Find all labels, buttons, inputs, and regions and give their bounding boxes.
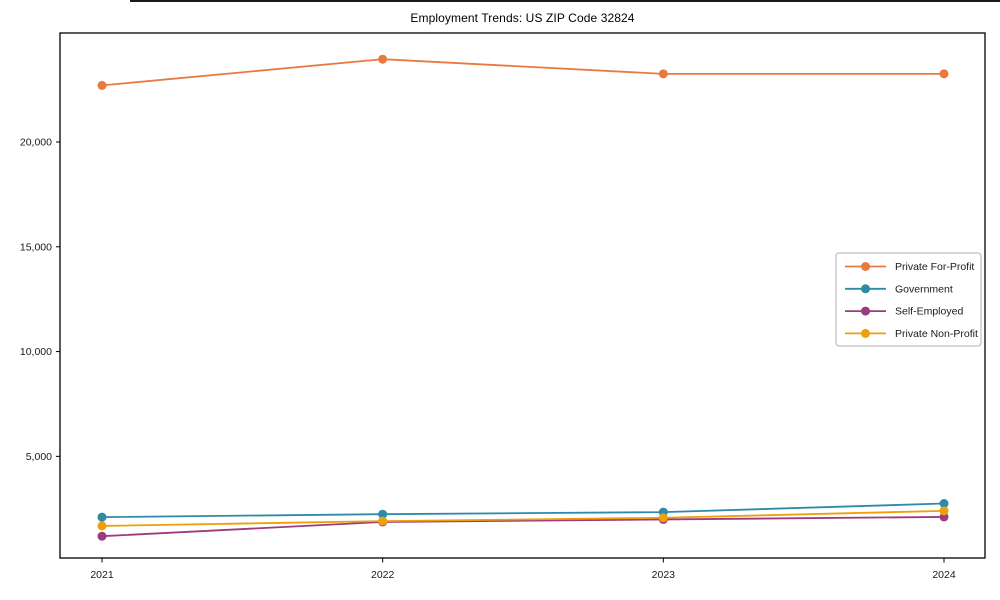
data-point-private-non-profit: [378, 516, 388, 526]
data-point-government: [97, 512, 107, 522]
legend-label-private-non-profit: Private Non-Profit: [895, 328, 978, 340]
y-tick-label: 10,000: [20, 346, 52, 358]
data-point-government: [378, 509, 388, 519]
x-tick-label: 2023: [652, 569, 676, 581]
legend-label-private-for-profit: Private For-Profit: [895, 261, 974, 273]
legend-label-government: Government: [895, 283, 953, 295]
plot-border: [59, 32, 986, 559]
chart-title: Employment Trends: US ZIP Code 32824: [410, 11, 635, 25]
data-point-private-for-profit: [939, 69, 949, 79]
series-line-private-for-profit: [101, 58, 944, 87]
legend-swatch-marker-self-employed: [861, 306, 870, 316]
data-point-self-employed: [97, 531, 107, 541]
x-tick-label: 2021: [90, 569, 114, 581]
data-point-private-non-profit: [97, 521, 107, 531]
data-point-private-for-profit: [97, 80, 107, 90]
series-line-government: [101, 502, 945, 519]
legend-box: [835, 252, 982, 347]
data-point-private-for-profit: [658, 69, 668, 79]
legend-label-self-employed: Self-Employed: [895, 306, 963, 318]
series-line-private-non-profit: [101, 509, 945, 527]
x-tick-label: 2024: [932, 569, 956, 581]
y-tick-label: 15,000: [20, 241, 52, 253]
x-tick-label: 2022: [371, 569, 395, 581]
series-line-self-employed: [101, 516, 945, 538]
legend-swatch-marker-government: [861, 284, 870, 294]
y-tick-label: 20,000: [20, 136, 52, 148]
window-top-edge: [130, 0, 1000, 2]
legend-swatch-marker-private-for-profit: [861, 262, 870, 271]
legend-swatch-marker-private-non-profit: [861, 328, 870, 338]
data-point-government: [939, 499, 949, 509]
y-tick-label: 5,000: [26, 451, 52, 463]
data-point-private-non-profit: [939, 506, 949, 516]
data-point-private-for-profit: [378, 54, 388, 64]
data-point-private-non-profit: [658, 513, 668, 523]
